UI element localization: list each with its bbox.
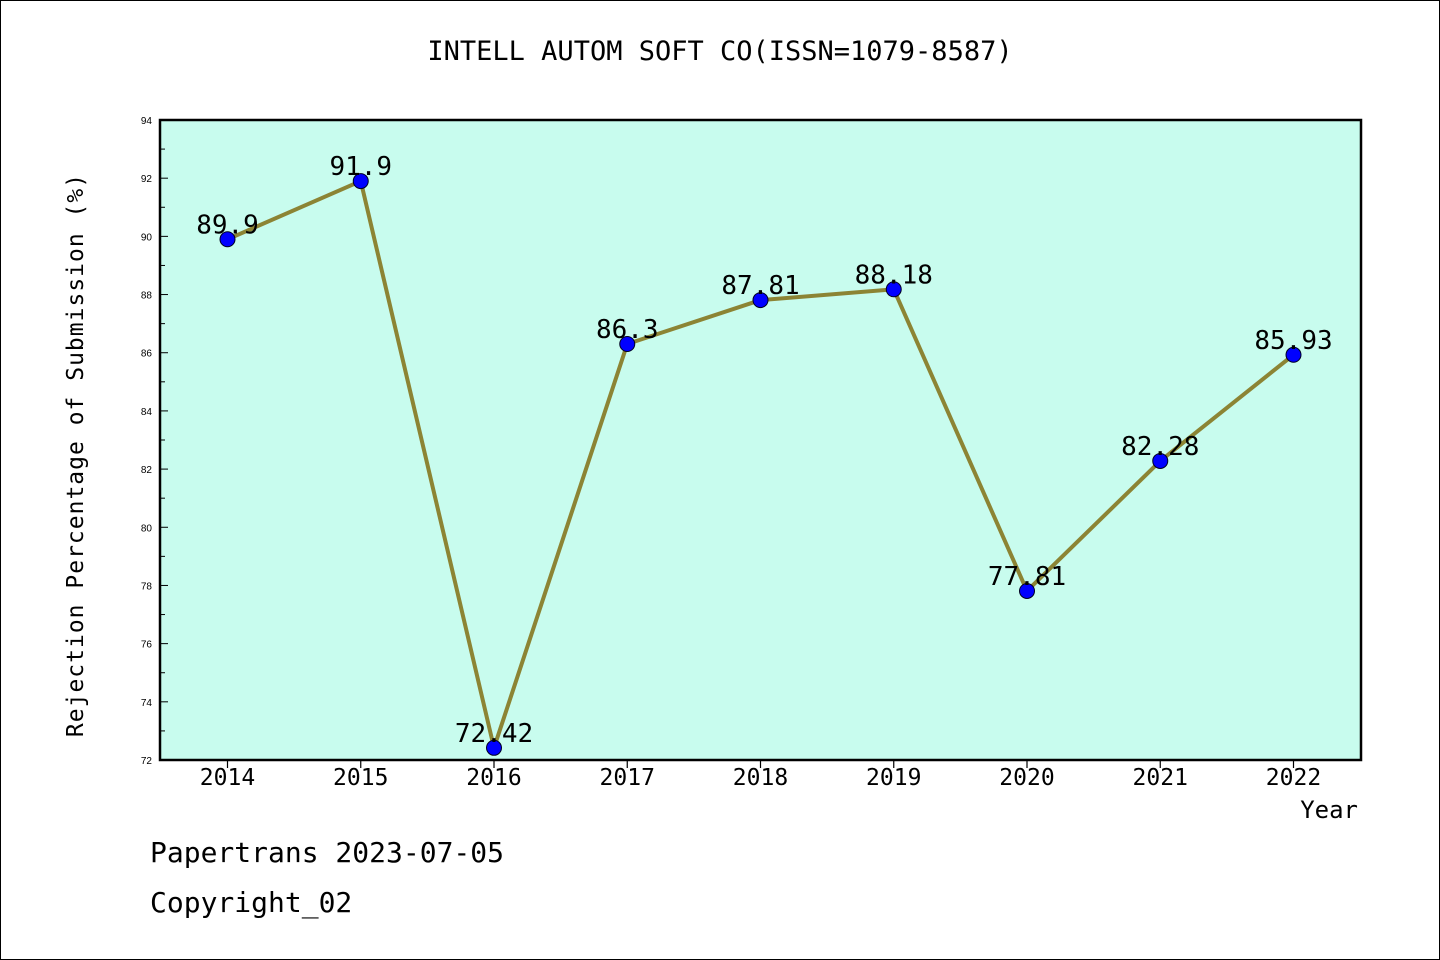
data-label: 82.28 [1121,432,1199,462]
data-label: 89.9 [196,210,259,240]
y-tick-label: 94 [141,116,153,127]
data-point [885,281,902,298]
y-tick-label: 82 [141,465,153,476]
x-tick-label: 2016 [466,765,521,791]
x-axis-label: Year [1300,796,1358,824]
y-axis: 72 74 76 78 80 82 84 86 88 90 92 94 [141,116,168,767]
data-point [752,292,769,309]
data-point [1019,582,1035,599]
data-point [619,336,636,352]
data-point [486,739,502,756]
data-label: 87.81 [721,271,799,301]
y-tick-label: 74 [141,698,153,709]
footer-date: Papertrans 2023-07-05 [150,836,505,869]
y-tick-label: 88 [141,291,153,302]
data-point [352,173,369,190]
data-label: 91.9 [329,152,392,182]
data-label: 77.81 [988,562,1066,592]
plot-area [158,118,1363,762]
y-tick-label: 90 [141,232,153,243]
x-tick-label: 2017 [600,765,655,791]
x-tick-label: 2020 [999,765,1054,791]
y-tick-label: 84 [141,407,153,418]
y-tick-label: 72 [141,756,153,767]
data-point [1285,346,1302,363]
data-label: 88.18 [855,260,933,290]
y-tick-label: 78 [141,581,153,592]
chart-title: INTELL AUTOM SOFT CO(ISSN=1079-8587) [427,36,1013,67]
y-tick-label: 92 [141,174,153,185]
data-label: 86.3 [596,315,659,345]
data-point [1152,452,1169,469]
data-label: 72.42 [455,719,533,749]
x-tick-label: 2015 [333,765,388,791]
x-tick-label: 2018 [733,765,788,791]
x-tick-label: 2022 [1266,765,1321,791]
data-point [219,231,236,248]
x-axis: 2014 2015 2016 2017 2018 2019 2020 2021 2022 [200,760,1321,791]
data-label: 85.93 [1254,326,1332,356]
x-tick-label: 2021 [1133,765,1188,791]
y-tick-label: 80 [141,523,153,534]
data-points-group [219,173,1302,756]
y-tick-label: 76 [141,640,153,651]
footer-copyright: Copyright_02 [150,886,353,919]
data-labels-group: 89.9 91.9 72.42 86.3 87.81 88.18 77.81 82.28 85.… [196,152,1332,749]
x-tick-label: 2019 [866,765,921,791]
y-axis-label: Rejection Percentage of Submission (%) [63,172,89,738]
y-tick-label: 86 [141,349,153,360]
x-tick-label: 2014 [200,765,255,791]
